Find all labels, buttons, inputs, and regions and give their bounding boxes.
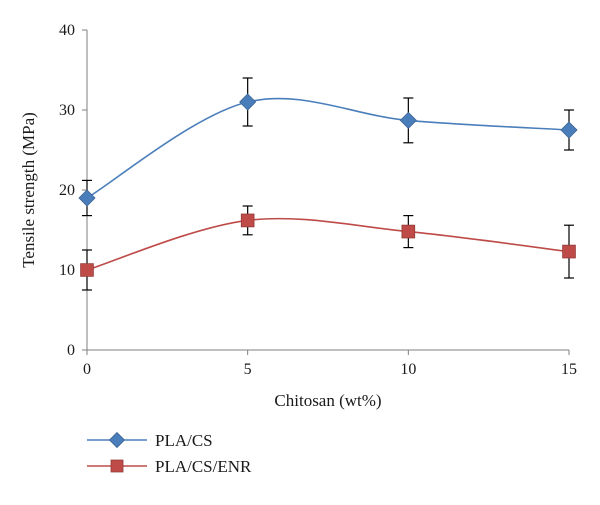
series (78, 77, 578, 291)
tick-labels: 0 10 20 30 40 0 5 10 15 (59, 22, 577, 378)
legend-marker-pla-cs (108, 431, 126, 449)
x-axis-title: Chitosan (wt%) (274, 391, 381, 410)
legend: PLA/CS PLA/CS/ENR (87, 431, 252, 476)
axis-titles: Chitosan (wt%) Tensile strength (MPa) (19, 112, 382, 410)
legend-item-pla-cs: PLA/CS (87, 431, 213, 450)
y-tick-label: 30 (59, 102, 75, 119)
axes (82, 29, 570, 355)
data-point-pla-cs-enr (562, 244, 576, 259)
series-line-pla-cs-enr (86, 217, 570, 271)
series-line-pla-cs (86, 97, 570, 199)
series-pla-cs-enr (80, 205, 576, 291)
x-tick-label: 0 (83, 361, 91, 378)
data-point-pla-cs (78, 189, 96, 207)
data-point-pla-cs-enr (80, 263, 94, 277)
legend-marker-pla-cs-enr (110, 459, 124, 473)
y-axis-title: Tensile strength (MPa) (19, 112, 38, 268)
x-tick-label: 5 (244, 361, 252, 378)
y-tick-label: 40 (59, 22, 75, 39)
x-tick-label: 15 (561, 361, 577, 378)
legend-item-pla-cs-enr: PLA/CS/ENR (87, 457, 252, 476)
legend-label-pla-cs-enr: PLA/CS/ENR (155, 457, 252, 476)
y-tick-label: 0 (67, 342, 75, 359)
x-tick-label: 10 (400, 361, 416, 378)
data-point-pla-cs (399, 111, 417, 129)
data-point-pla-cs (560, 121, 578, 139)
data-point-pla-cs-enr (401, 224, 416, 239)
data-point-pla-cs-enr (240, 213, 255, 228)
series-pla-cs (78, 77, 578, 217)
legend-label-pla-cs: PLA/CS (155, 431, 213, 450)
y-tick-label: 20 (59, 182, 75, 199)
data-point-pla-cs (239, 93, 257, 111)
y-tick-label: 10 (59, 262, 75, 279)
